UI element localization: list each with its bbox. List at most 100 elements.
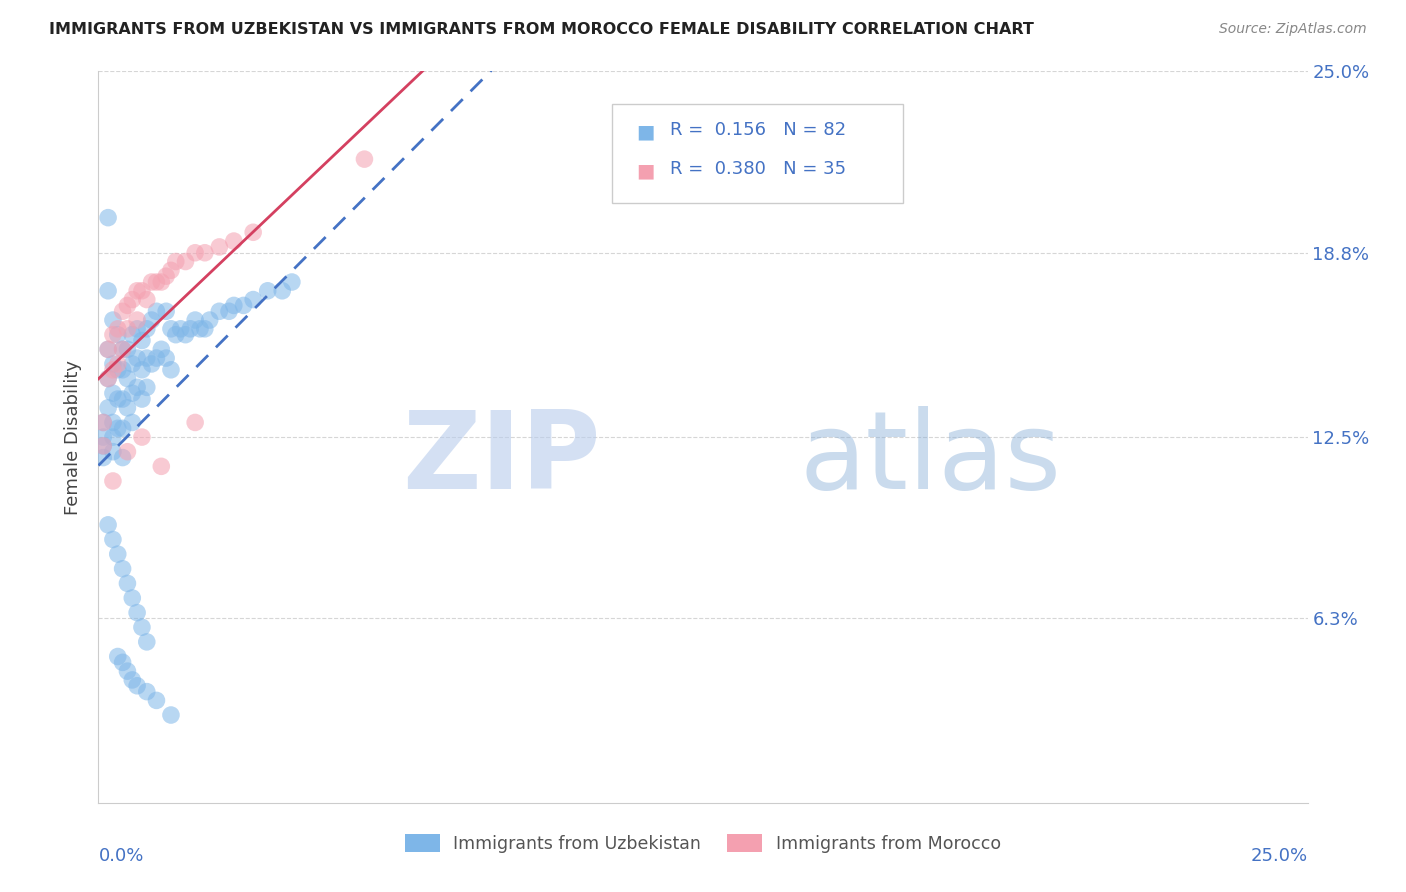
Point (281, 275, 304, 289)
Point (184, 245, 207, 260)
Point (184, 416, 207, 430)
Point (150, 343, 173, 357)
Point (135, 635, 157, 649)
Point (194, 245, 217, 260)
Point (218, 304, 240, 318)
Point (111, 392, 134, 406)
Point (184, 313, 207, 327)
Point (101, 357, 124, 371)
Point (145, 275, 167, 289)
Text: ZIP: ZIP (402, 406, 600, 512)
Point (117, 298, 139, 312)
Point (160, 708, 183, 723)
Point (117, 371, 139, 385)
Point (127, 313, 149, 327)
Point (107, 649, 129, 664)
Point (101, 474, 124, 488)
Point (97, 517, 120, 532)
Point (121, 591, 143, 605)
Point (222, 298, 245, 312)
Point (91, 450, 114, 465)
Text: ■: ■ (637, 161, 655, 180)
Point (97, 343, 120, 357)
Point (145, 693, 167, 707)
Point (131, 392, 153, 406)
Point (101, 363, 124, 377)
Point (107, 547, 129, 561)
Point (97, 371, 120, 385)
Point (131, 363, 153, 377)
Point (208, 304, 231, 318)
Point (141, 357, 163, 371)
Point (160, 263, 183, 277)
Point (107, 322, 129, 336)
Point (91, 416, 114, 430)
Point (97, 343, 120, 357)
Point (135, 684, 157, 698)
Point (91, 430, 114, 444)
Point (127, 380, 149, 394)
Point (97, 371, 120, 385)
Point (127, 322, 149, 336)
Point (117, 664, 139, 678)
Point (117, 576, 139, 591)
Text: IMMIGRANTS FROM UZBEKISTAN VS IMMIGRANTS FROM MOROCCO FEMALE DISABILITY CORRELAT: IMMIGRANTS FROM UZBEKISTAN VS IMMIGRANTS… (49, 22, 1033, 37)
Point (135, 380, 157, 394)
Point (131, 334, 153, 348)
Text: 0.0%: 0.0% (98, 847, 143, 864)
Point (160, 363, 183, 377)
Point (121, 293, 143, 307)
Point (101, 327, 124, 342)
FancyBboxPatch shape (613, 104, 903, 203)
Point (107, 363, 129, 377)
Point (174, 254, 197, 268)
Point (107, 392, 129, 406)
Point (179, 322, 201, 336)
Text: R =  0.380   N = 35: R = 0.380 N = 35 (671, 160, 846, 178)
Point (127, 606, 149, 620)
Point (135, 351, 157, 365)
Legend: Immigrants from Uzbekistan, Immigrants from Morocco: Immigrants from Uzbekistan, Immigrants f… (398, 827, 1008, 860)
Point (160, 322, 183, 336)
Point (208, 240, 231, 254)
Point (169, 322, 191, 336)
Point (271, 284, 294, 298)
Point (127, 284, 149, 298)
Point (121, 386, 143, 401)
Point (107, 357, 129, 371)
Point (121, 357, 143, 371)
Point (111, 343, 134, 357)
Point (101, 313, 124, 327)
Point (155, 269, 177, 284)
Point (121, 327, 143, 342)
Point (141, 313, 163, 327)
Point (188, 322, 211, 336)
Point (111, 304, 134, 318)
Point (117, 401, 139, 415)
Point (91, 416, 114, 430)
Point (111, 562, 134, 576)
Point (97, 211, 120, 225)
Point (111, 421, 134, 435)
Point (107, 421, 129, 435)
Point (232, 298, 254, 312)
Point (194, 322, 217, 336)
Point (111, 363, 134, 377)
Text: 25.0%: 25.0% (1250, 847, 1308, 864)
Point (145, 351, 167, 365)
Text: ■: ■ (637, 122, 655, 142)
Point (107, 327, 129, 342)
Point (111, 343, 134, 357)
Point (91, 439, 114, 453)
Point (111, 656, 134, 670)
Point (111, 450, 134, 465)
Point (150, 459, 173, 474)
Point (117, 343, 139, 357)
Point (127, 679, 149, 693)
Point (121, 673, 143, 687)
Point (127, 351, 149, 365)
Text: Source: ZipAtlas.com: Source: ZipAtlas.com (1219, 22, 1367, 37)
Point (101, 430, 124, 444)
Point (135, 322, 157, 336)
Point (141, 275, 163, 289)
